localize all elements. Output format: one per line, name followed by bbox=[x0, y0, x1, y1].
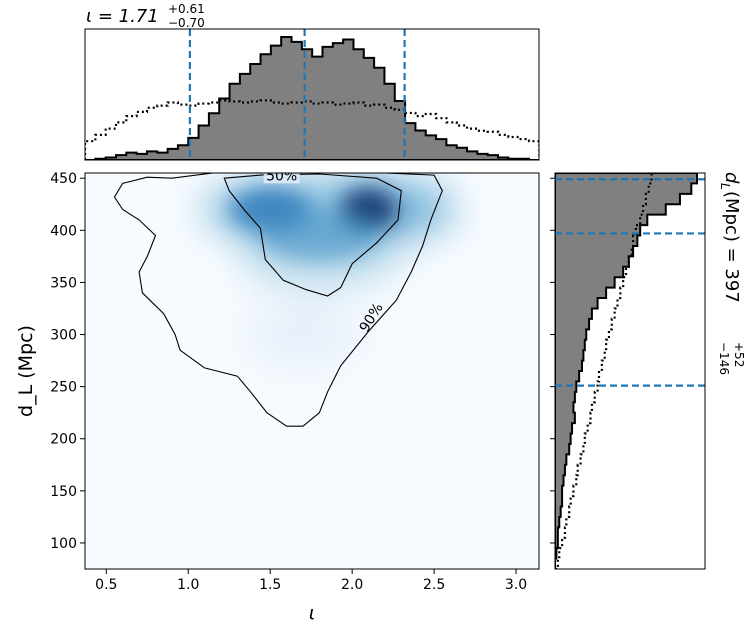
top-title-sub: −0.70 bbox=[168, 16, 205, 30]
right-title-d: d bbox=[721, 172, 742, 184]
x-tick-label: 1.0 bbox=[177, 577, 199, 593]
density-heatmap bbox=[203, 179, 454, 370]
right-title-sub: −146 bbox=[717, 342, 731, 375]
y-tick-label: 200 bbox=[50, 432, 77, 448]
right-marginal: d L (Mpc) = 397 +52 −146 bbox=[550, 172, 746, 570]
top-title-main: ι = 1.71 bbox=[86, 6, 159, 27]
y-tick-label: 400 bbox=[50, 223, 77, 239]
density-core bbox=[259, 210, 380, 261]
contour-90 bbox=[113, 173, 443, 427]
right-title-sup: +52 bbox=[732, 342, 746, 367]
y-tick-label: 250 bbox=[50, 380, 77, 396]
contour-label-50: 50% bbox=[266, 168, 297, 184]
right-histogram bbox=[555, 173, 705, 569]
top-title: ι = 1.71 +0.61 −0.70 bbox=[86, 2, 205, 30]
x-tick-label: 3.0 bbox=[505, 577, 527, 593]
y-axis-ticks: 100 150 200 250 300 350 400 450 bbox=[50, 171, 85, 552]
y-tick-label: 100 bbox=[50, 536, 77, 552]
x-tick-label: 2.5 bbox=[423, 577, 445, 593]
y-tick-label: 450 bbox=[50, 171, 77, 187]
y-tick-label: 150 bbox=[50, 484, 77, 500]
x-tick-label: 1.5 bbox=[259, 577, 281, 593]
right-title: d L (Mpc) = 397 +52 −146 bbox=[717, 172, 746, 375]
x-tick-label: 2.0 bbox=[341, 577, 363, 593]
joint-panel: 50%90% 0.5 1.0 1.5 2.0 2.5 3.0 10015020025030… bbox=[15, 168, 540, 624]
x-axis-ticks: 0.5 1.0 1.5 2.0 2.5 3.0 bbox=[95, 569, 527, 593]
top-prior-hist bbox=[85, 99, 539, 160]
right-title-mid: (Mpc) = 397 bbox=[721, 191, 742, 303]
right-title-L: L bbox=[718, 183, 732, 190]
y-tick-label: 350 bbox=[50, 275, 77, 291]
right-y-ticks bbox=[550, 177, 555, 544]
x-tick-label: 0.5 bbox=[95, 577, 117, 593]
top-posterior-hist bbox=[85, 36, 539, 160]
y-axis-label: d_L (Mpc) bbox=[15, 325, 37, 417]
density-blob bbox=[242, 299, 363, 370]
right-posterior-hist bbox=[555, 173, 698, 569]
x-axis-label: ι bbox=[309, 602, 315, 624]
top-title-sup: +0.61 bbox=[168, 2, 205, 16]
contour-50 bbox=[223, 173, 402, 297]
top-histogram bbox=[85, 29, 539, 160]
top-marginal: ι = 1.71 +0.61 −0.70 bbox=[84, 2, 540, 161]
y-tick-label: 300 bbox=[50, 328, 77, 344]
